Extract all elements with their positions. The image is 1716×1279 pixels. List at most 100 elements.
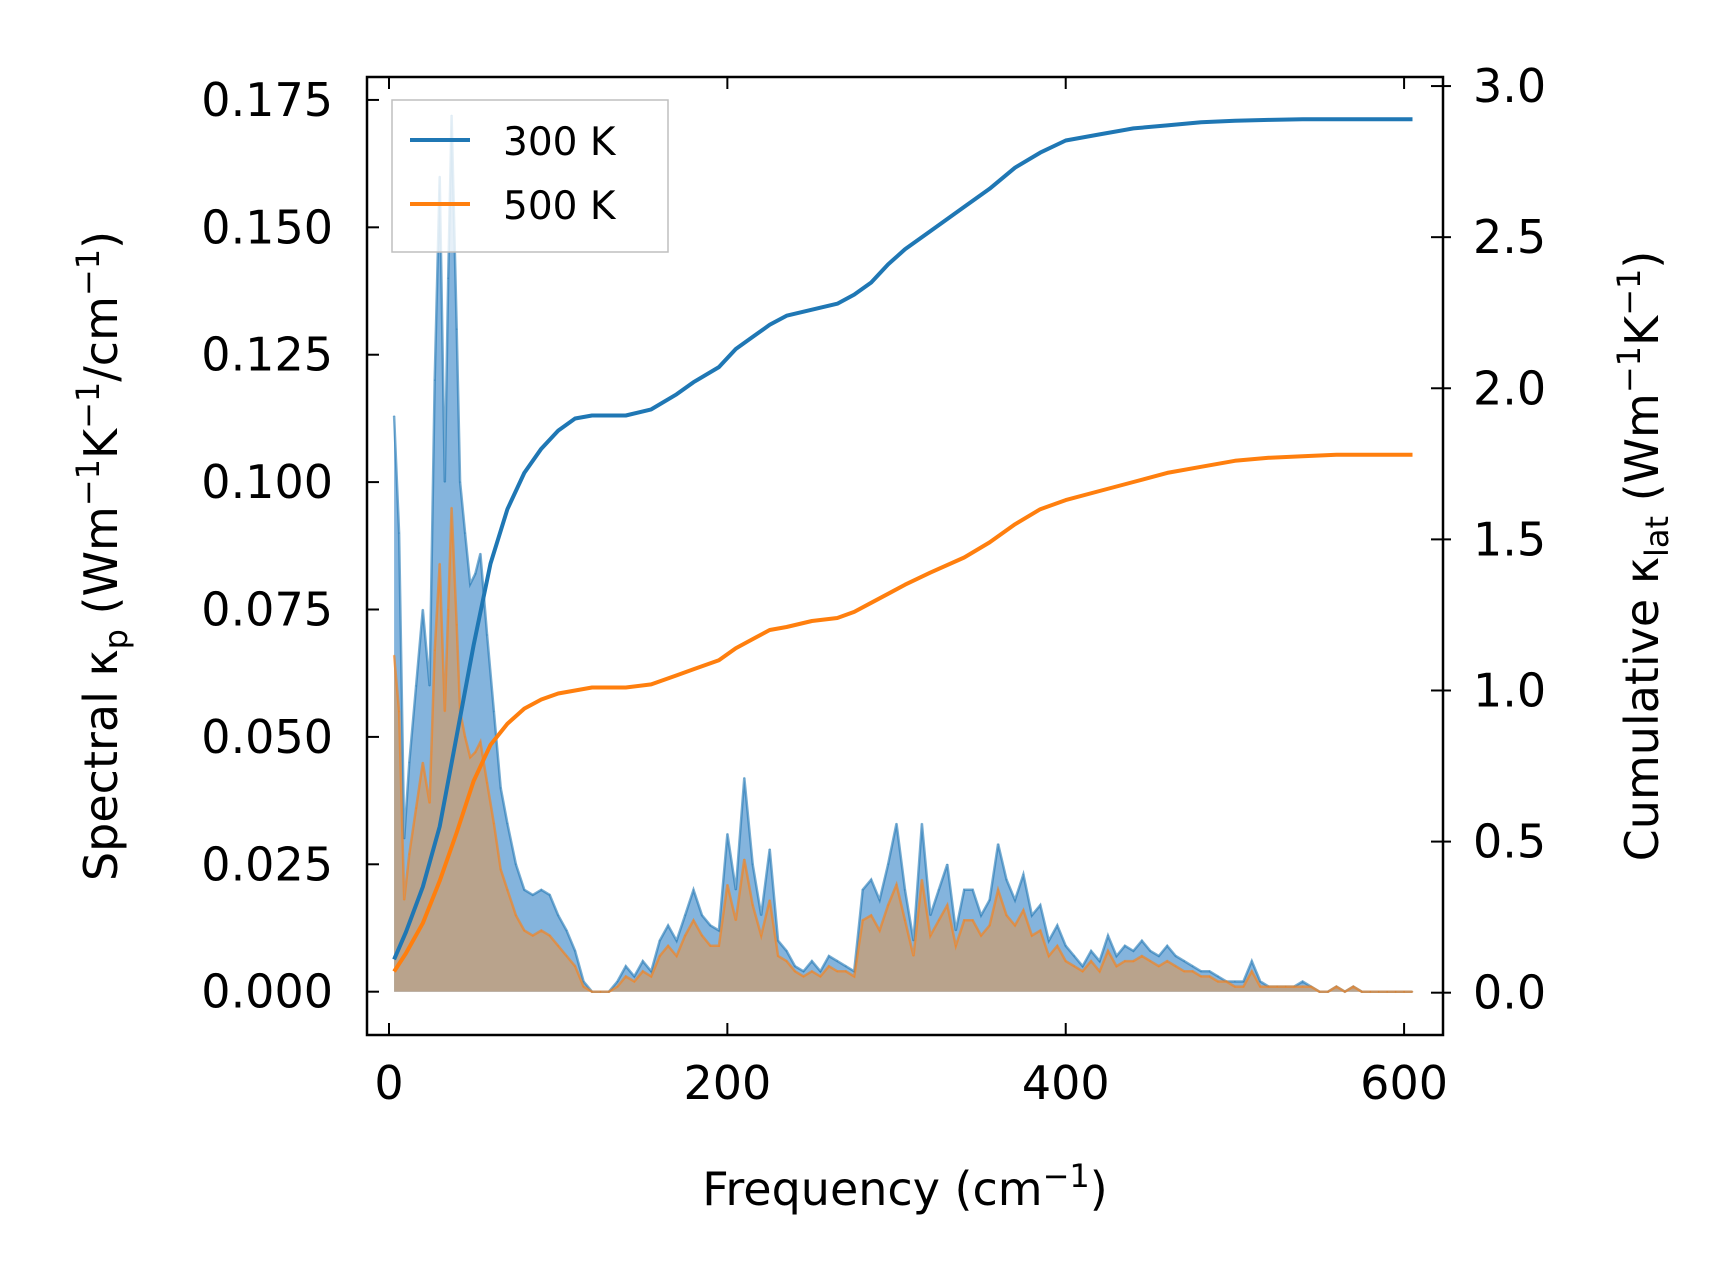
spectral-point-500k [1217,980,1219,983]
y-right-title-sub: lat [1638,516,1676,557]
x-tick-label: 200 [683,1056,771,1110]
spectral-point-500k [616,985,619,988]
spectral-point-300k [1132,950,1135,952]
spectral-point-300k [785,950,788,952]
spectral-point-500k [1048,955,1050,957]
spectral-point-300k [861,889,864,891]
spectral-point-500k [709,945,712,947]
spectral-point-300k [398,532,400,534]
spectral-point-300k [574,950,576,952]
spectral-point-300k [464,532,466,534]
spectral-point-500k [650,975,652,978]
spectral-point-500k [599,990,602,993]
spectral-point-500k [853,975,855,978]
spectral-edge-300k [392,115,1413,994]
spectral-point-500k [1259,985,1262,988]
spectral-point-500k [408,853,411,855]
spectral-point-500k [743,858,746,860]
spectral-point-500k [574,965,576,967]
spectral-point-300k [701,914,703,917]
spectral-point-500k [1377,990,1380,993]
spectral-point-500k [1039,929,1042,932]
spectral-point-300k [1141,939,1143,942]
spectral-point-300k [506,822,509,825]
spectral-point-500k [1073,965,1075,967]
spectral-point-300k [819,970,822,973]
spectral-point-500k [735,919,737,922]
spectral-point-500k [464,736,466,738]
spectral-point-500k [1081,970,1084,973]
spectral-point-300k [988,899,991,901]
spectral-point-300k [548,894,551,896]
y-left-title-sub: p [97,629,135,649]
spectral-point-300k [777,939,779,942]
spectral-point-300k [743,776,746,779]
spectral-point-300k [980,914,982,917]
spectral-point-500k [532,934,534,937]
spectral-point-300k [1098,960,1101,962]
ticks-layer: 0 200 400 600 0.000 0.025 0.050 0.075 0.100 0.125… [201,59,1546,1110]
spectral-point-500k [980,934,982,937]
spectral-point-300k [532,894,534,896]
spectral-point-500k [658,955,661,957]
x-axis-title-sup: −1 [1043,1157,1090,1195]
y-left-title-sup3: −1 [69,249,107,296]
y-left-tick-label: 0.025 [201,837,333,891]
spectral-point-500k [447,608,450,611]
spectral-point-300k [415,685,417,687]
spectral-point-500k [1174,965,1177,967]
spectral-point-300k [1090,950,1092,952]
spectral-point-300k [1174,955,1177,957]
spectral-point-500k [718,945,720,947]
spectral-point-500k [751,904,754,906]
spectral-point-500k [428,802,431,804]
spectral-point-300k [667,924,669,927]
spectral-point-300k [493,710,495,713]
spectral-point-500k [794,970,796,973]
legend-label-500k: 500 K [503,184,617,229]
spectral-point-300k [1056,924,1059,927]
y-left-tick-label: 0.050 [201,710,333,764]
legend-label-300k: 300 K [503,120,617,165]
spectral-point-300k [1242,980,1245,983]
spectral-point-500k [912,955,915,957]
spectral-point-500k [777,955,779,957]
spectral-point-500k [1318,990,1321,993]
legend: 300 K 500 K [391,99,669,253]
spectral-point-300k [1259,980,1262,983]
spectral-point-300k [828,955,830,957]
spectral-point-500k [479,741,482,743]
spectral-point-500k [1022,909,1025,911]
spectral-point-500k [1344,990,1346,993]
spectral-point-300k [751,863,754,866]
y-right-tick-label: 2.5 [1473,210,1546,264]
data-lines-layer [392,117,1413,973]
cumulative-line-500k [392,452,1413,973]
spectral-point-300k [718,929,720,932]
spectral-point-300k [1251,960,1253,962]
spectral-point-300k [735,889,737,891]
spectral-point-300k [479,552,482,555]
spectral-point-500k [836,970,839,973]
spectral-point-500k [1031,934,1033,937]
spectral-point-300k [1301,980,1304,983]
spectral-point-300k [675,939,678,942]
spectral-point-500k [1225,980,1228,983]
y-left-title-sup1: −1 [69,459,107,506]
spectral-point-300k [1208,970,1211,973]
spectral-point-300k [887,863,889,866]
spectral-point-500k [971,919,974,922]
spectral-point-500k [469,756,472,759]
spectral-point-300k [1031,914,1033,917]
spectral-point-500k [1141,955,1143,957]
spectral-point-300k [557,914,559,917]
y-right-tick-label: 0.5 [1473,815,1546,869]
spectral-point-500k [692,919,695,922]
spectral-point-500k [1242,985,1245,988]
spectral-point-500k [1191,970,1194,973]
spectral-point-300k [1039,904,1042,906]
spectral-point-500k [1056,945,1059,947]
spectral-point-500k [811,970,813,973]
spectral-point-500k [1149,960,1152,962]
spectral-point-500k [642,970,644,973]
